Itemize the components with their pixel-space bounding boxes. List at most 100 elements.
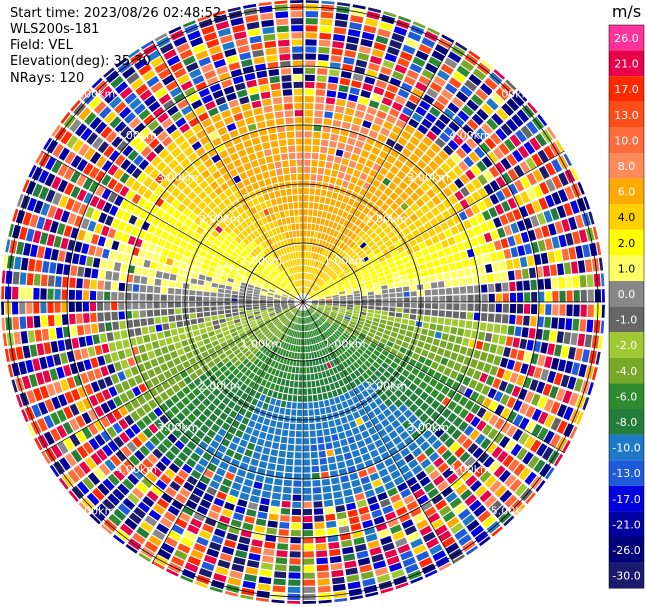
range-gate	[210, 311, 218, 316]
range-gate	[450, 270, 458, 279]
range-gate	[325, 305, 332, 308]
range-gate	[303, 237, 307, 244]
range-gate	[424, 464, 436, 475]
range-gate	[394, 186, 403, 196]
range-gate	[444, 247, 452, 256]
range-gate	[233, 227, 241, 235]
range-gate	[448, 334, 456, 343]
range-gate	[454, 234, 463, 243]
range-gate	[329, 314, 336, 319]
range-gate	[313, 285, 318, 291]
range-gate	[333, 34, 346, 42]
range-gate	[492, 262, 500, 272]
range-gate	[168, 26, 182, 35]
range-gate	[57, 163, 69, 177]
range-gate	[472, 275, 480, 285]
range-gate	[370, 353, 378, 361]
range-gate	[218, 374, 226, 382]
range-gate	[249, 363, 256, 371]
range-gate	[337, 91, 348, 100]
range-gate	[300, 244, 303, 251]
range-gate	[288, 303, 295, 305]
range-gate	[457, 269, 465, 278]
range-gate	[248, 372, 256, 380]
range-gate	[303, 424, 309, 431]
range-gate	[100, 524, 113, 535]
range-gate	[274, 294, 281, 297]
range-gate	[227, 213, 236, 222]
range-gate	[130, 423, 141, 435]
range-gate	[64, 453, 77, 467]
range-gate	[309, 345, 313, 352]
range-gate	[448, 121, 460, 133]
range-gate	[587, 289, 594, 302]
range-gate	[108, 513, 122, 527]
range-gate	[294, 96, 303, 103]
range-gate	[142, 496, 155, 508]
range-gate	[403, 409, 413, 419]
range-gate	[163, 330, 171, 338]
range-gate	[357, 320, 365, 326]
range-gate	[275, 118, 285, 126]
range-gate	[318, 303, 325, 306]
range-gate	[516, 315, 523, 325]
range-gate	[318, 46, 330, 54]
range-gate	[304, 117, 313, 124]
range-gate	[214, 344, 222, 352]
range-gate	[327, 391, 333, 399]
range-gate	[464, 387, 474, 398]
range-gate	[311, 283, 316, 290]
range-gate	[598, 336, 603, 350]
range-gate	[105, 322, 113, 332]
range-gate	[151, 340, 160, 349]
range-gate	[416, 550, 430, 562]
range-gate	[291, 245, 295, 252]
range-gate	[176, 192, 186, 202]
range-gate	[289, 295, 296, 299]
range-gate	[290, 174, 297, 181]
range-gate	[340, 475, 350, 483]
range-gate	[231, 385, 239, 394]
range-gate	[391, 569, 405, 579]
range-gate	[290, 267, 294, 274]
range-gate	[305, 18, 318, 25]
range-gate	[130, 366, 139, 376]
range-gate	[247, 502, 258, 510]
range-gate	[452, 165, 464, 177]
range-gate	[564, 186, 575, 200]
range-gate	[146, 293, 153, 301]
range-gate	[118, 418, 129, 430]
range-gate	[382, 505, 394, 515]
range-gate	[349, 516, 360, 525]
range-gate	[369, 365, 377, 373]
range-gate	[414, 408, 424, 418]
range-gate	[233, 315, 240, 320]
range-gate	[328, 345, 334, 352]
range-gate	[407, 373, 416, 382]
range-gate	[225, 247, 233, 255]
range-gate	[167, 344, 176, 352]
range-gate	[144, 515, 158, 527]
range-gate	[258, 322, 265, 327]
range-gate	[335, 365, 342, 372]
range-gate	[316, 320, 322, 326]
range-gate	[409, 213, 419, 222]
range-gate	[232, 290, 239, 295]
range-gate	[338, 135, 348, 143]
range-gate	[412, 21, 426, 29]
range-gate	[91, 323, 99, 334]
range-gate	[376, 573, 391, 584]
range-gate	[267, 298, 274, 301]
range-gate	[415, 235, 424, 244]
range-gate	[203, 206, 212, 215]
range-gate	[316, 429, 323, 437]
range-gate	[311, 296, 317, 299]
range-gate	[452, 416, 463, 428]
range-gate	[274, 478, 283, 486]
range-gate	[567, 346, 576, 360]
range-gate	[301, 317, 303, 324]
range-gate	[505, 383, 515, 395]
range-gate	[305, 53, 316, 60]
range-gate	[134, 238, 143, 248]
range-gate	[268, 374, 274, 382]
